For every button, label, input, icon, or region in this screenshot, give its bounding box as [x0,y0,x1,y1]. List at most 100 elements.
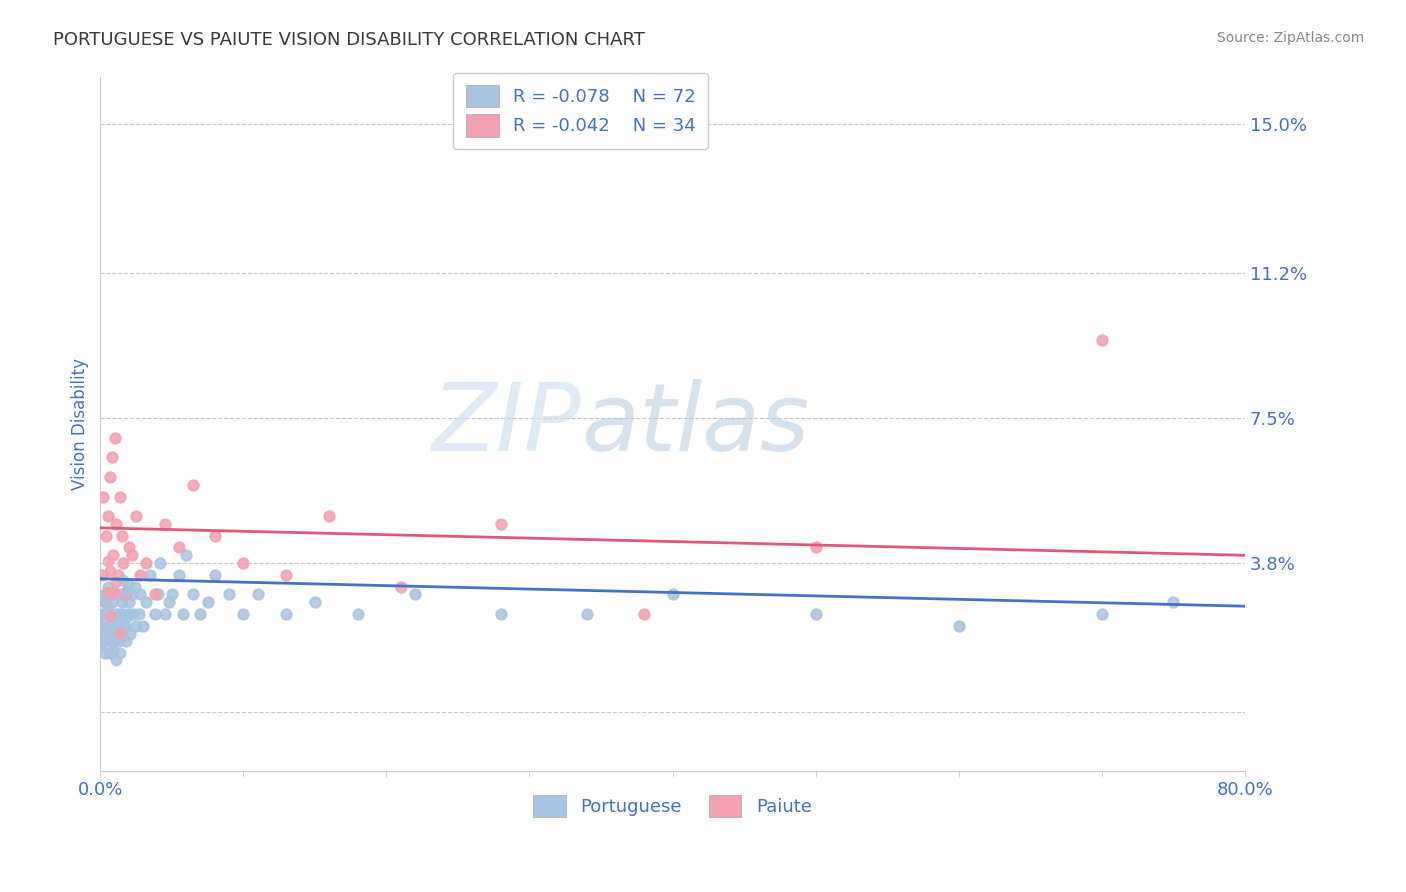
Point [232,556,254,570]
Legend: Portuguese, Paiute: Portuguese, Paiute [526,788,818,824]
Point [101,595,124,609]
Point [157,595,180,609]
Point [389,580,412,594]
Point [661,587,683,601]
Point [97,587,120,601]
Point [804,607,827,621]
Point [139,567,162,582]
Point [404,587,426,601]
Point [101,643,124,657]
Text: Source: ZipAtlas.com: Source: ZipAtlas.com [1216,31,1364,45]
Point [104,634,127,648]
Point [204,529,226,543]
Point [97,634,120,648]
Point [197,595,219,609]
Point [128,607,150,621]
Point [94,529,117,543]
Point [105,516,128,531]
Point [149,556,172,570]
Point [108,646,131,660]
Point [129,587,152,601]
Point [107,619,129,633]
Y-axis label: Vision Disability: Vision Disability [72,358,89,490]
Point [124,580,146,594]
Point [218,587,240,601]
Text: atlas: atlas [581,378,810,469]
Point [121,549,143,563]
Point [174,549,197,563]
Point [115,634,138,648]
Point [167,541,190,555]
Point [143,587,166,601]
Text: PORTUGUESE VS PAIUTE VISION DISABILITY CORRELATION CHART: PORTUGUESE VS PAIUTE VISION DISABILITY C… [53,31,645,49]
Point [96,580,118,594]
Point [104,619,127,633]
Point [97,630,120,644]
Point [103,549,125,563]
Point [103,634,125,648]
Point [104,653,127,667]
Point [93,587,115,601]
Point [204,567,226,582]
Point [94,619,117,633]
Point [489,516,512,531]
Point [1091,333,1114,347]
Point [105,607,128,621]
Point [122,607,145,621]
Point [97,607,120,621]
Point [98,619,121,633]
Point [118,595,141,609]
Point [117,576,139,591]
Point [121,587,143,601]
Point [246,587,269,601]
Point [112,587,135,601]
Point [103,635,125,649]
Point [110,619,132,633]
Point [104,615,127,629]
Point [276,567,298,582]
Point [94,595,117,609]
Point [108,607,131,621]
Point [115,583,138,598]
Point [96,591,118,605]
Point [112,556,135,570]
Point [103,585,125,599]
Point [98,565,121,579]
Point [98,646,121,660]
Point [98,586,121,600]
Point [108,626,131,640]
Point [172,607,194,621]
Point [135,595,157,609]
Point [146,587,169,601]
Point [112,607,135,621]
Point [90,619,112,633]
Point [90,626,112,640]
Point [97,585,120,599]
Point [90,567,112,582]
Point [110,490,132,504]
Point [111,573,134,587]
Point [91,490,114,504]
Point [114,619,136,633]
Point [98,470,121,484]
Point [93,646,115,660]
Point [318,509,340,524]
Point [1161,595,1184,609]
Point [91,607,114,621]
Point [1091,607,1114,621]
Point [108,634,131,648]
Point [98,609,121,624]
Point [129,567,152,582]
Point [112,617,135,632]
Point [101,626,124,640]
Point [804,541,827,555]
Point [101,450,124,465]
Point [575,607,598,621]
Point [489,607,512,621]
Point [111,626,134,640]
Point [143,607,166,621]
Point [91,592,114,607]
Point [633,607,655,621]
Point [232,607,254,621]
Point [104,620,127,634]
